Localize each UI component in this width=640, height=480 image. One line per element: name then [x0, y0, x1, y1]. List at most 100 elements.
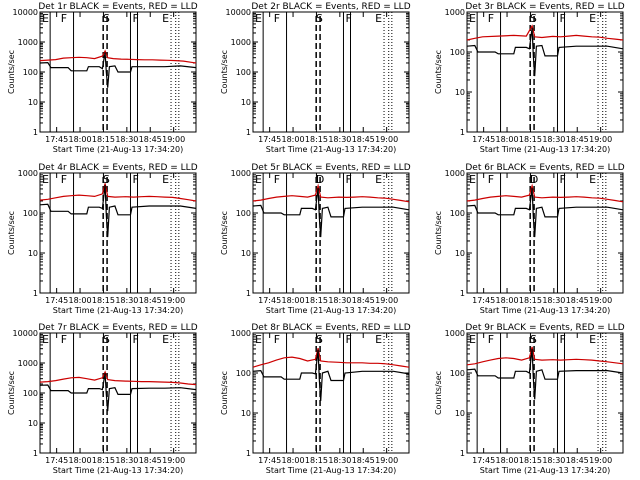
- event-annotation: E: [162, 173, 169, 186]
- event-annotation: E: [375, 173, 382, 186]
- x-tick-label: 18:15: [92, 456, 115, 465]
- y-tick-label: 10: [241, 98, 251, 107]
- chart-title: Det 4r BLACK = Events, RED = LLD: [38, 163, 197, 173]
- y-tick-label: 10000: [13, 329, 38, 338]
- chart-title: Det 8r BLACK = Events, RED = LLD: [251, 323, 410, 333]
- y-tick-label: 1000: [445, 329, 465, 338]
- y-tick-label: 10: [241, 409, 251, 418]
- event-annotation: D: [530, 173, 538, 186]
- y-axis-label: Counts/sec: [220, 50, 229, 94]
- x-tick-label: 19:00: [589, 456, 612, 465]
- x-tick-label: 18:45: [352, 135, 375, 144]
- event-annotation: E: [255, 173, 262, 186]
- x-tick-label: 19:00: [375, 456, 398, 465]
- event-annotation: E: [162, 12, 169, 25]
- y-tick-label: 10: [28, 249, 38, 258]
- series-lld-line: [252, 347, 410, 368]
- event-annotation: F: [274, 12, 280, 25]
- y-tick-label: 100: [23, 389, 38, 398]
- plot-frame: [466, 172, 624, 294]
- event-annotation: E: [589, 333, 596, 346]
- x-tick-label: 19:00: [375, 135, 398, 144]
- series-lld-line: [466, 183, 624, 203]
- x-axis-label: Start Time (21-Aug-13 17:34:20): [53, 145, 184, 154]
- plot-frame: [252, 11, 410, 133]
- y-tick-label: 100: [450, 48, 465, 57]
- y-tick-label: 100: [236, 68, 251, 77]
- series-events-line: [466, 27, 624, 77]
- chart-title: Det 5r BLACK = Events, RED = LLD: [251, 163, 410, 173]
- event-annotation: S: [530, 333, 537, 346]
- y-axis-label: Counts/sec: [434, 371, 443, 415]
- x-axis-label: Start Time (21-Aug-13 17:34:20): [480, 306, 611, 315]
- x-tick-label: 18:45: [352, 296, 375, 305]
- y-axis-label: Counts/sec: [7, 211, 16, 255]
- series-events-line: [252, 188, 410, 238]
- x-tick-label: 17:45: [45, 135, 68, 144]
- x-tick-label: 19:00: [375, 296, 398, 305]
- x-tick-label: 18:30: [328, 135, 351, 144]
- event-annotation: F: [61, 333, 67, 346]
- event-annotation: E: [255, 333, 262, 346]
- plot-frame: [252, 172, 410, 294]
- y-tick-label: 1: [460, 128, 465, 137]
- x-tick-label: 19:00: [162, 135, 185, 144]
- x-tick-label: 19:00: [589, 296, 612, 305]
- y-tick-label: 1: [33, 128, 38, 137]
- x-tick-label: 18:00: [69, 135, 92, 144]
- event-annotation: E: [469, 173, 476, 186]
- event-annotation: E: [162, 333, 169, 346]
- event-annotation: S: [316, 333, 323, 346]
- series-events-line: [39, 184, 197, 238]
- event-annotation: F: [345, 173, 351, 186]
- y-tick-label: 100: [23, 68, 38, 77]
- x-tick-label: 18:15: [92, 296, 115, 305]
- y-tick-label: 1: [33, 289, 38, 298]
- x-tick-label: 17:45: [472, 456, 495, 465]
- x-tick-label: 18:45: [566, 296, 589, 305]
- event-annotation: E: [375, 12, 382, 25]
- x-tick-label: 18:30: [328, 296, 351, 305]
- event-annotation: E: [469, 12, 476, 25]
- series-events-line: [252, 349, 410, 402]
- event-annotation: S: [530, 12, 537, 25]
- plot-frame: [39, 172, 197, 294]
- x-tick-label: 18:30: [542, 456, 565, 465]
- y-tick-label: 10: [455, 409, 465, 418]
- event-annotation: F: [61, 173, 67, 186]
- event-annotation: E: [42, 333, 49, 346]
- event-annotation: E: [255, 12, 262, 25]
- event-annotation: E: [589, 173, 596, 186]
- x-tick-label: 17:45: [258, 296, 281, 305]
- event-annotation: F: [274, 173, 280, 186]
- event-annotation: F: [488, 12, 494, 25]
- y-tick-label: 10000: [13, 8, 38, 17]
- x-axis-label: Start Time (21-Aug-13 17:34:20): [266, 306, 397, 315]
- x-tick-label: 18:00: [496, 135, 519, 144]
- x-tick-label: 18:15: [305, 135, 328, 144]
- x-tick-label: 18:45: [566, 456, 589, 465]
- x-tick-label: 17:45: [472, 135, 495, 144]
- chart-title: Det 1r BLACK = Events, RED = LLD: [38, 2, 197, 12]
- x-tick-label: 19:00: [589, 135, 612, 144]
- y-tick-label: 10: [455, 249, 465, 258]
- x-tick-label: 18:00: [282, 296, 305, 305]
- event-annotation: E: [589, 12, 596, 25]
- x-tick-label: 18:00: [69, 456, 92, 465]
- chart-title: Det 6r BLACK = Events, RED = LLD: [465, 163, 624, 173]
- y-tick-label: 1000: [445, 169, 465, 178]
- y-tick-label: 10: [28, 98, 38, 107]
- event-annotation: F: [61, 12, 67, 25]
- y-tick-label: 1000: [18, 169, 38, 178]
- event-annotation: F: [559, 173, 565, 186]
- x-tick-label: 18:15: [305, 296, 328, 305]
- x-axis-label: Start Time (21-Aug-13 17:34:20): [266, 466, 397, 475]
- x-tick-label: 18:30: [542, 135, 565, 144]
- event-annotation: S: [103, 173, 110, 186]
- event-annotation: E: [42, 173, 49, 186]
- x-tick-label: 17:45: [45, 456, 68, 465]
- y-tick-label: 10: [28, 419, 38, 428]
- series-events-line: [466, 348, 624, 400]
